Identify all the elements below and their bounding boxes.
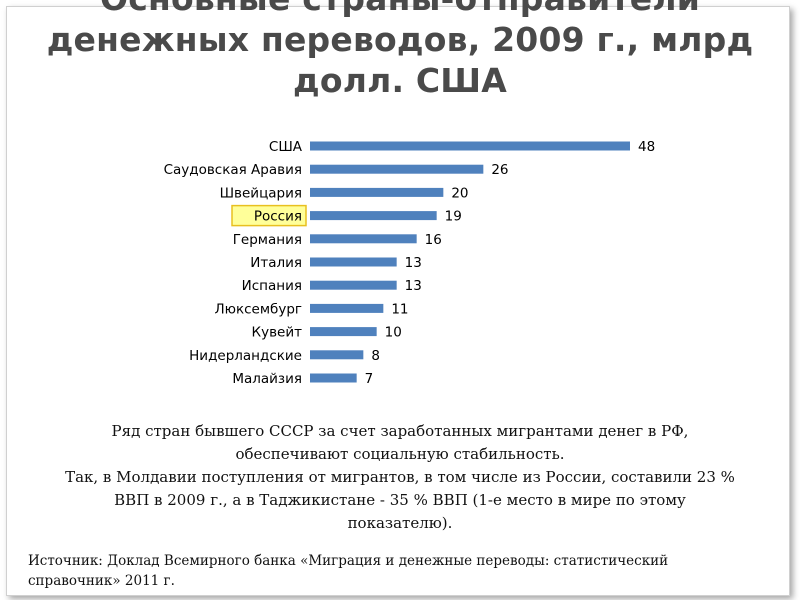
bar-кувейт [310,327,377,337]
highlight-box [231,204,307,227]
bar-нидерландские [310,350,364,360]
bar-сша [310,141,630,151]
commentary-line-3: Так, в Молдавии поступления от мигрантов… [65,468,735,486]
bar-люксембург [310,303,384,313]
category-label: Италия [250,255,302,271]
title-line-3: долл. США [292,61,507,100]
value-label: 19 [445,209,462,225]
category-label: Германия [233,232,302,248]
category-label: Испания [242,278,302,294]
value-label: 16 [425,232,442,248]
commentary-line-2: обеспечивают социальную стабильность. [235,445,565,463]
value-label: 48 [638,139,655,155]
category-label: Швейцария [220,185,302,201]
bar-chart-svg: США 48 Саудовская Аравия 26 Швейцария 20 Росси… [164,139,656,387]
bar-малайзия [310,373,357,383]
bar-испания [310,280,397,290]
commentary-line-4: ВВП в 2009 г., а в Таджикистане - 35 % В… [114,491,686,509]
bar-германия [310,234,417,244]
category-label: Саудовская Аравия [164,162,302,178]
commentary-text: Ряд стран бывшего СССР за счет заработан… [30,420,770,535]
bar-саудовская-аравия [310,164,484,174]
bar-италия [310,257,397,267]
value-label: 10 [385,325,402,341]
category-label: США [269,139,303,155]
value-label: 26 [491,162,508,178]
source-note: Источник: Доклад Всемирного банка «Мигра… [28,551,748,591]
source-line-1: Источник: Доклад Всемирного банка «Мигра… [28,553,669,569]
category-label: Малайзия [232,371,302,387]
slide-title: Основные страны-отправители денежных пер… [0,0,800,101]
title-line-2: денежных переводов, 2009 г., млрд [46,20,754,59]
source-line-2: справочник» 2011 г. [28,573,175,589]
category-label: Нидерландские [189,348,302,364]
commentary-line-5: показателю). [347,514,453,532]
value-label: 20 [451,185,468,201]
category-label: Россия [254,209,302,225]
category-label: Люксембург [214,301,302,317]
value-label: 7 [365,371,374,387]
value-label: 13 [405,278,422,294]
value-label: 13 [405,255,422,271]
commentary-line-1: Ряд стран бывшего СССР за счет заработан… [111,422,689,440]
value-label: 11 [391,301,408,317]
value-label: 8 [371,348,380,364]
bar-швейцария [310,187,444,197]
title-line-1: Основные страны-отправители [0,0,800,19]
bar-россия [310,211,437,221]
category-label: Кувейт [252,325,303,341]
bar-chart: США 48 Саудовская Аравия 26 Швейцария 20 Росси… [122,120,668,398]
